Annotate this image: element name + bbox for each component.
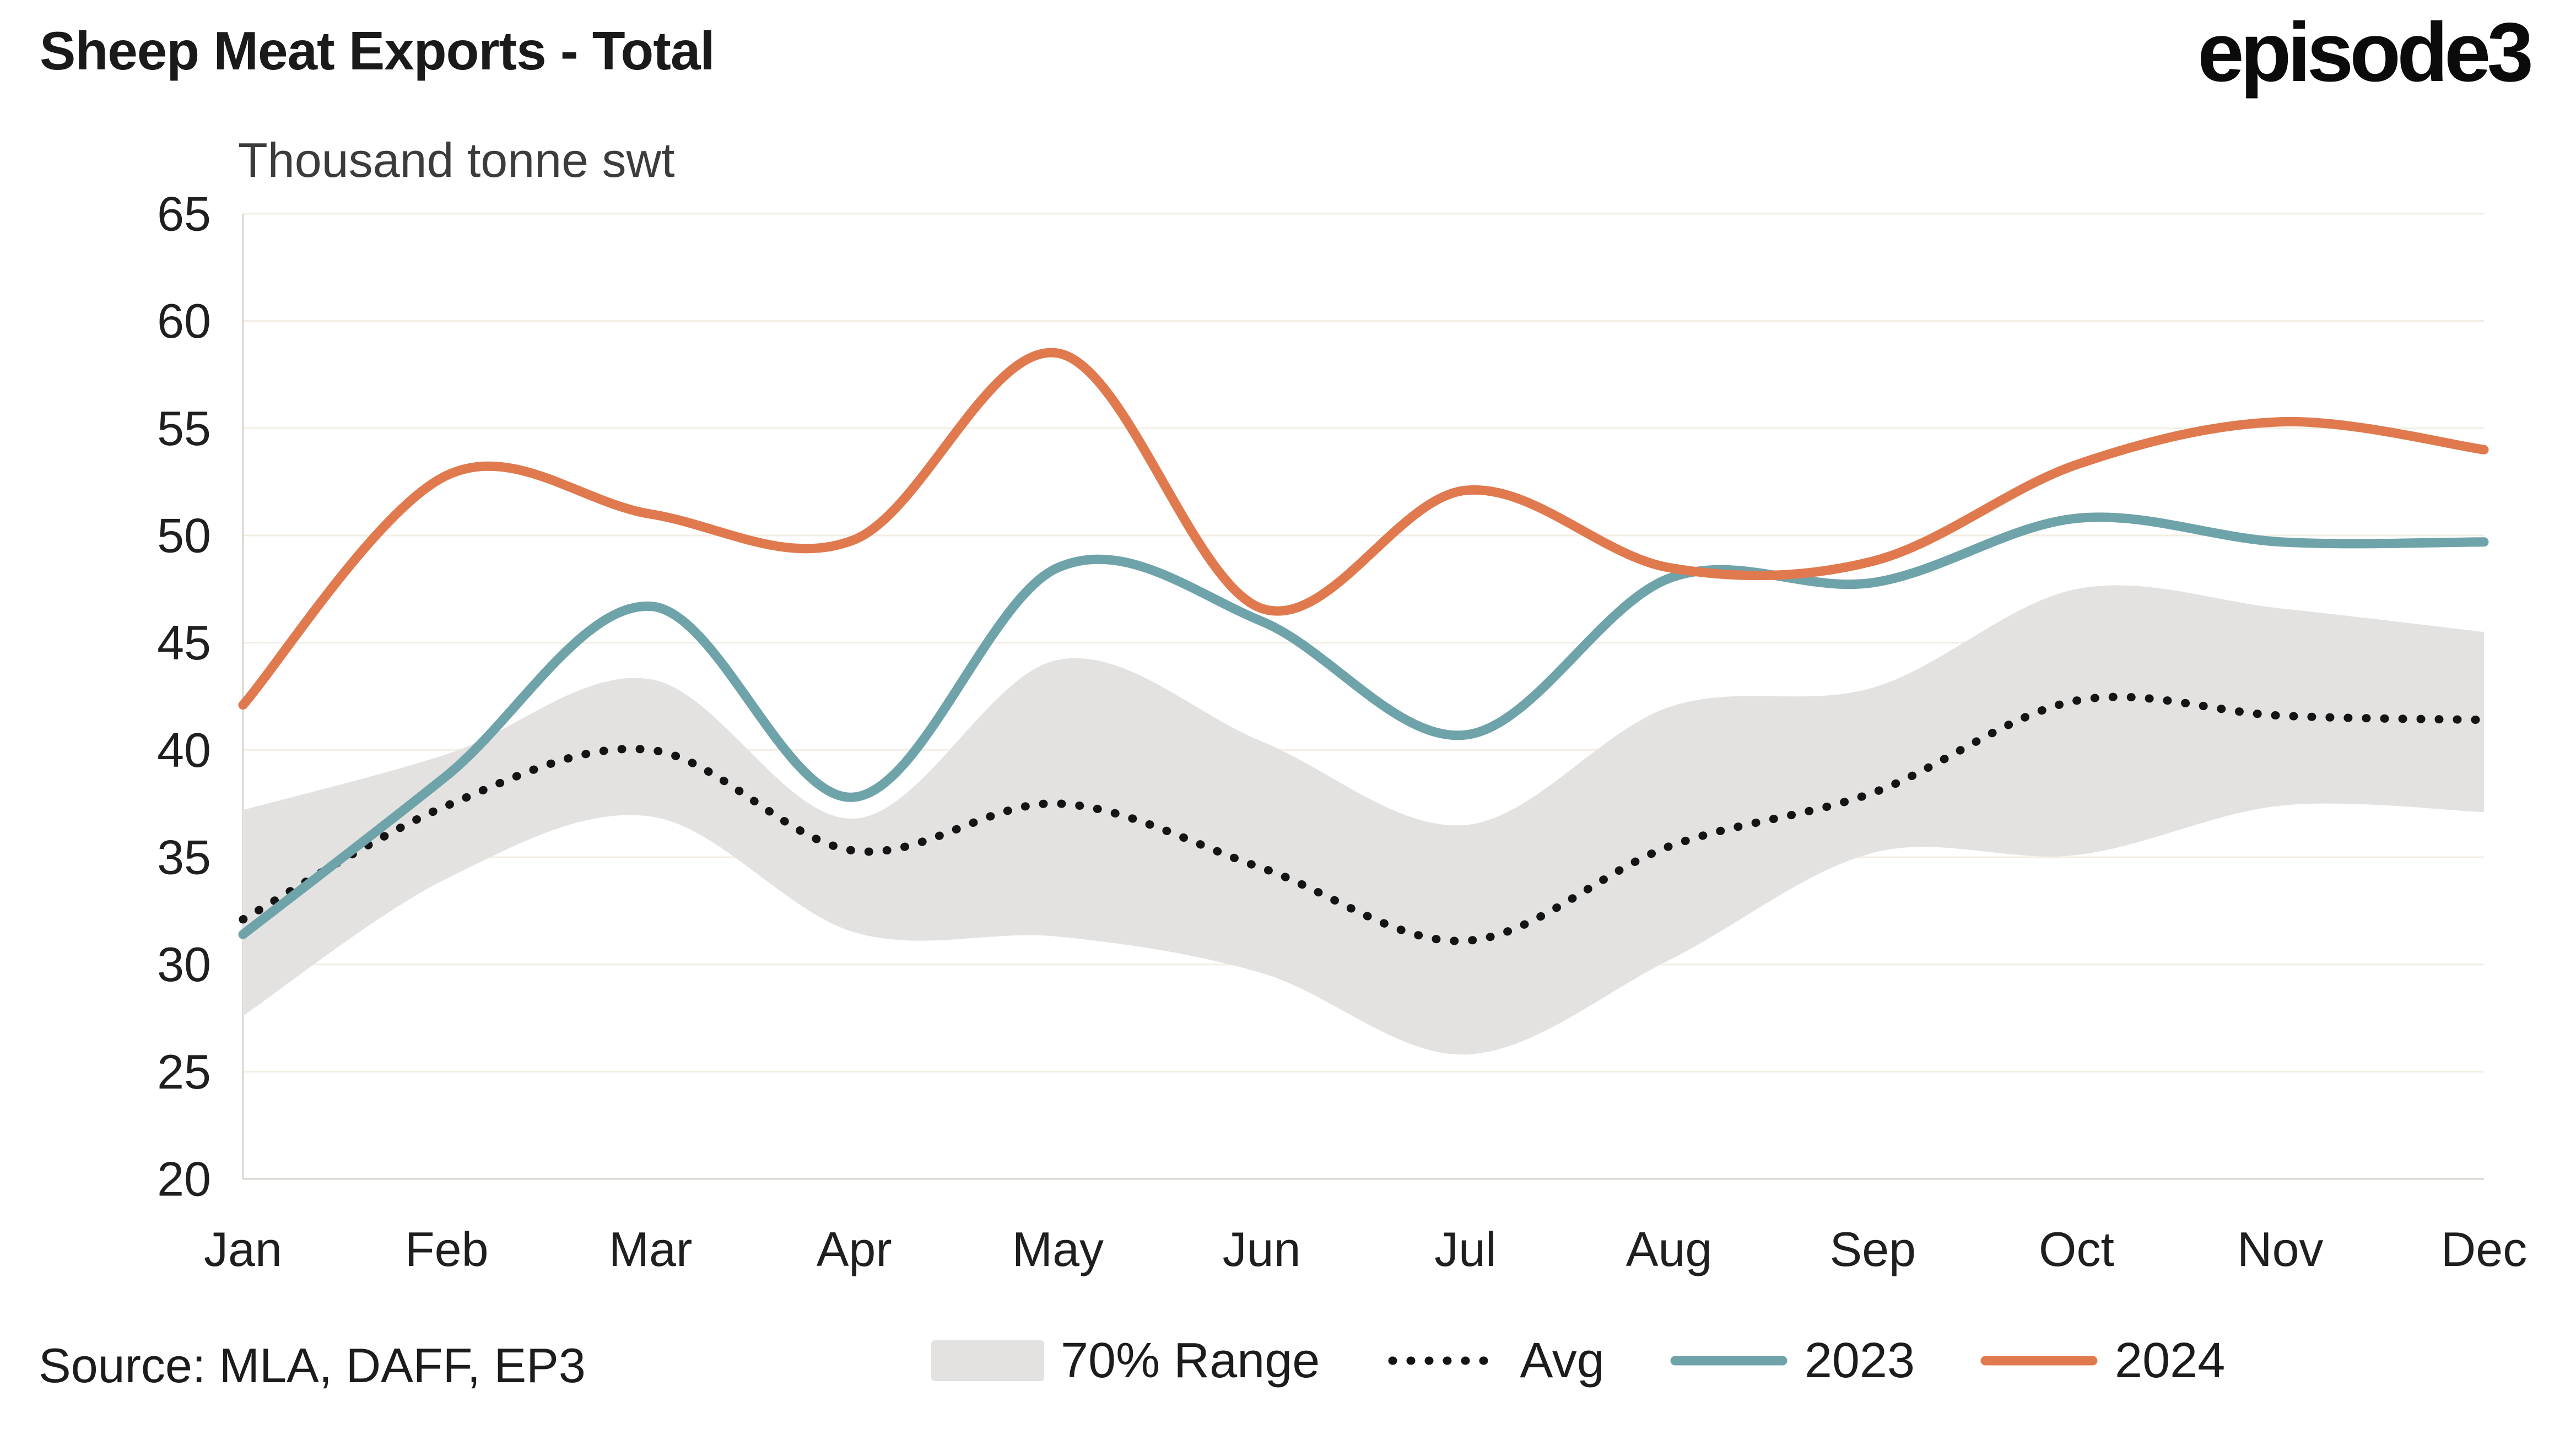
- svg-text:55: 55: [157, 401, 211, 456]
- svg-text:Sep: Sep: [1830, 1222, 1916, 1276]
- svg-text:30: 30: [157, 937, 211, 992]
- svg-text:Jun: Jun: [1223, 1222, 1301, 1276]
- svg-text:Oct: Oct: [2039, 1222, 2114, 1276]
- legend-item-2024: 2024: [1980, 1333, 2225, 1389]
- legend: 70% Range Avg 2023 2024: [931, 1325, 2225, 1396]
- legend-label-2023: 2023: [1804, 1333, 1915, 1388]
- svg-text:40: 40: [157, 723, 211, 777]
- svg-text:65: 65: [157, 187, 211, 241]
- svg-text:Apr: Apr: [817, 1222, 892, 1276]
- svg-text:20: 20: [157, 1152, 211, 1206]
- episode3-logo: episode3: [2197, 6, 2534, 99]
- legend-label-range: 70% Range: [1061, 1333, 1320, 1388]
- svg-text:45: 45: [157, 615, 211, 670]
- legend-item-range: 70% Range: [931, 1333, 1320, 1389]
- legend-label-avg: Avg: [1520, 1333, 1605, 1388]
- svg-text:Jan: Jan: [204, 1222, 282, 1276]
- svg-text:25: 25: [157, 1044, 211, 1099]
- legend-item-2023: 2023: [1670, 1333, 1915, 1389]
- svg-text:Jul: Jul: [1434, 1222, 1497, 1276]
- svg-text:May: May: [1012, 1222, 1104, 1276]
- avg-dotted-swatch: [1388, 1356, 1500, 1365]
- line-2023-swatch: [1670, 1356, 1787, 1366]
- svg-text:Nov: Nov: [2237, 1222, 2324, 1276]
- legend-label-2024: 2024: [2115, 1333, 2226, 1388]
- line-2024-swatch: [1980, 1356, 2098, 1366]
- svg-text:60: 60: [157, 294, 211, 348]
- svg-text:50: 50: [157, 508, 211, 563]
- svg-text:Dec: Dec: [2441, 1222, 2528, 1276]
- svg-text:Aug: Aug: [1626, 1222, 1713, 1276]
- legend-item-avg: Avg: [1385, 1333, 1605, 1389]
- svg-text:35: 35: [157, 830, 211, 885]
- y-axis-unit-label: Thousand tonne swt: [238, 133, 675, 187]
- range-band-swatch: [931, 1340, 1044, 1381]
- svg-text:Feb: Feb: [405, 1222, 489, 1276]
- source-note: Source: MLA, DAFF, EP3: [39, 1338, 586, 1393]
- svg-text:Mar: Mar: [609, 1222, 693, 1276]
- page-title: Sheep Meat Exports - Total: [40, 20, 715, 81]
